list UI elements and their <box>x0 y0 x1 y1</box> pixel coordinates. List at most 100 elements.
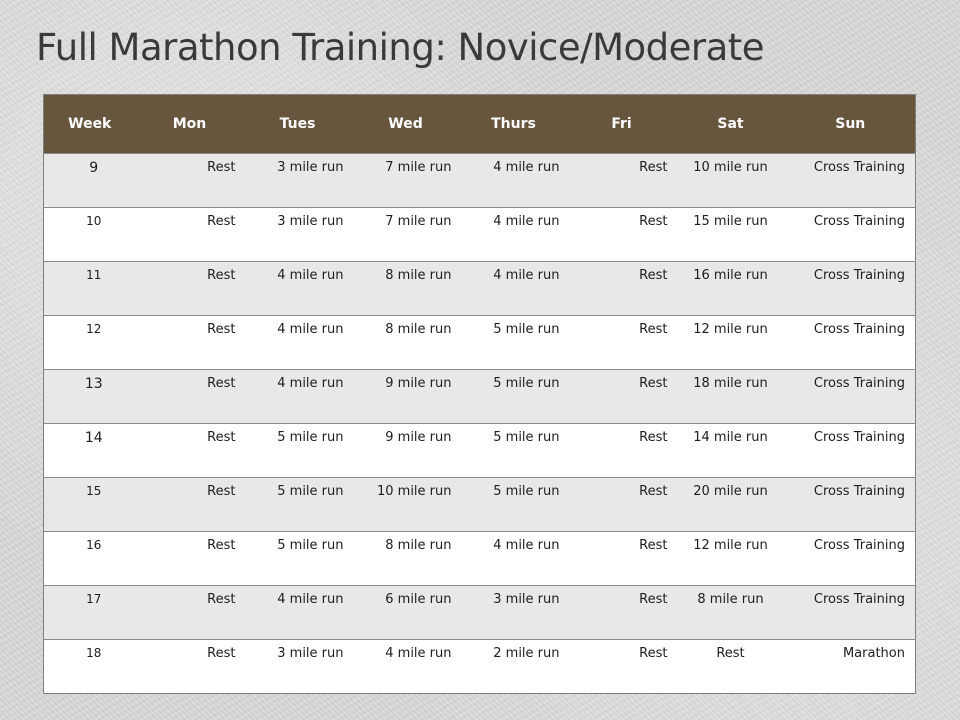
cell-sun: Cross Training <box>785 369 916 424</box>
cell-sun: Cross Training <box>785 423 916 478</box>
cell-tues: 5 mile run <box>243 477 352 532</box>
cell-sun: Cross Training <box>785 531 916 586</box>
header-fri: Fri <box>567 94 676 154</box>
cell-tues: 3 mile run <box>243 153 352 208</box>
cell-wed: 4 mile run <box>351 639 460 694</box>
cell-sun: Cross Training <box>785 315 916 370</box>
table-row: 18 Rest 3 mile run 4 mile run 2 mile run Rest… <box>43 639 916 694</box>
cell-week: 13 <box>43 369 136 424</box>
cell-wed: 9 mile run <box>351 369 460 424</box>
cell-week: 9 <box>43 153 136 208</box>
cell-sat: 12 mile run <box>675 531 786 586</box>
cell-week: 17 <box>43 585 136 640</box>
table-row: 10 Rest 3 mile run 7 mile run 4 mile run Rest… <box>43 207 916 262</box>
cell-thurs: 4 mile run <box>459 153 568 208</box>
cell-week: 11 <box>43 261 136 316</box>
cell-mon: Rest <box>135 153 244 208</box>
cell-sat: 10 mile run <box>675 153 786 208</box>
table-row: 12 Rest 4 mile run 8 mile run 5 mile run Rest… <box>43 315 916 370</box>
cell-thurs: 4 mile run <box>459 207 568 262</box>
cell-fri: Rest <box>567 153 676 208</box>
cell-sun: Cross Training <box>785 153 916 208</box>
cell-sat: 15 mile run <box>675 207 786 262</box>
table-row: 13 Rest 4 mile run 9 mile run 5 mile run Rest… <box>43 369 916 424</box>
cell-thurs: 5 mile run <box>459 315 568 370</box>
header-tues: Tues <box>243 94 352 154</box>
cell-sun: Cross Training <box>785 261 916 316</box>
table-row: 11 Rest 4 mile run 8 mile run 4 mile run Rest… <box>43 261 916 316</box>
cell-week: 18 <box>43 639 136 694</box>
cell-sun: Cross Training <box>785 207 916 262</box>
cell-wed: 7 mile run <box>351 207 460 262</box>
cell-sat: 18 mile run <box>675 369 786 424</box>
cell-week: 12 <box>43 315 136 370</box>
cell-fri: Rest <box>567 261 676 316</box>
cell-wed: 6 mile run <box>351 585 460 640</box>
table-header-row: Week Mon Tues Wed Thurs Fri Sat Sun <box>43 94 916 154</box>
cell-thurs: 5 mile run <box>459 423 568 478</box>
header-sun: Sun <box>785 94 916 154</box>
cell-wed: 7 mile run <box>351 153 460 208</box>
cell-sat: Rest <box>675 639 786 694</box>
cell-sat: 8 mile run <box>675 585 786 640</box>
cell-mon: Rest <box>135 477 244 532</box>
cell-sat: 12 mile run <box>675 315 786 370</box>
cell-week: 15 <box>43 477 136 532</box>
cell-tues: 4 mile run <box>243 261 352 316</box>
cell-sat: 14 mile run <box>675 423 786 478</box>
cell-mon: Rest <box>135 531 244 586</box>
cell-fri: Rest <box>567 207 676 262</box>
table-row: 15 Rest 5 mile run 10 mile run 5 mile run Res… <box>43 477 916 532</box>
cell-sun: Marathon <box>785 639 916 694</box>
table-row: 16 Rest 5 mile run 8 mile run 4 mile run Rest… <box>43 531 916 586</box>
header-mon: Mon <box>135 94 244 154</box>
cell-tues: 4 mile run <box>243 585 352 640</box>
cell-fri: Rest <box>567 423 676 478</box>
training-schedule-table: Week Mon Tues Wed Thurs Fri Sat Sun 9 Res… <box>43 94 916 694</box>
cell-fri: Rest <box>567 477 676 532</box>
cell-sun: Cross Training <box>785 585 916 640</box>
table-body: 9 Rest 3 mile run 7 mile run 4 mile run Rest 1… <box>43 153 916 694</box>
cell-mon: Rest <box>135 585 244 640</box>
header-thurs: Thurs <box>459 94 568 154</box>
cell-tues: 4 mile run <box>243 315 352 370</box>
cell-mon: Rest <box>135 207 244 262</box>
cell-tues: 5 mile run <box>243 531 352 586</box>
table-row: 17 Rest 4 mile run 6 mile run 3 mile run Rest… <box>43 585 916 640</box>
cell-thurs: 3 mile run <box>459 585 568 640</box>
cell-wed: 10 mile run <box>351 477 460 532</box>
table-row: 9 Rest 3 mile run 7 mile run 4 mile run Rest 1… <box>43 153 916 208</box>
cell-mon: Rest <box>135 369 244 424</box>
cell-tues: 3 mile run <box>243 639 352 694</box>
cell-fri: Rest <box>567 531 676 586</box>
table-row: 14 Rest 5 mile run 9 mile run 5 mile run Rest… <box>43 423 916 478</box>
header-sat: Sat <box>675 94 786 154</box>
cell-mon: Rest <box>135 261 244 316</box>
cell-mon: Rest <box>135 639 244 694</box>
cell-week: 10 <box>43 207 136 262</box>
cell-wed: 8 mile run <box>351 531 460 586</box>
cell-sat: 16 mile run <box>675 261 786 316</box>
cell-wed: 9 mile run <box>351 423 460 478</box>
cell-tues: 4 mile run <box>243 369 352 424</box>
cell-thurs: 4 mile run <box>459 531 568 586</box>
cell-mon: Rest <box>135 423 244 478</box>
cell-sat: 20 mile run <box>675 477 786 532</box>
cell-thurs: 2 mile run <box>459 639 568 694</box>
cell-fri: Rest <box>567 639 676 694</box>
cell-fri: Rest <box>567 585 676 640</box>
cell-tues: 5 mile run <box>243 423 352 478</box>
cell-thurs: 5 mile run <box>459 369 568 424</box>
header-week: Week <box>43 94 136 154</box>
cell-fri: Rest <box>567 369 676 424</box>
cell-wed: 8 mile run <box>351 261 460 316</box>
cell-week: 14 <box>43 423 136 478</box>
cell-fri: Rest <box>567 315 676 370</box>
cell-thurs: 4 mile run <box>459 261 568 316</box>
cell-sun: Cross Training <box>785 477 916 532</box>
cell-wed: 8 mile run <box>351 315 460 370</box>
cell-tues: 3 mile run <box>243 207 352 262</box>
cell-thurs: 5 mile run <box>459 477 568 532</box>
cell-mon: Rest <box>135 315 244 370</box>
cell-week: 16 <box>43 531 136 586</box>
